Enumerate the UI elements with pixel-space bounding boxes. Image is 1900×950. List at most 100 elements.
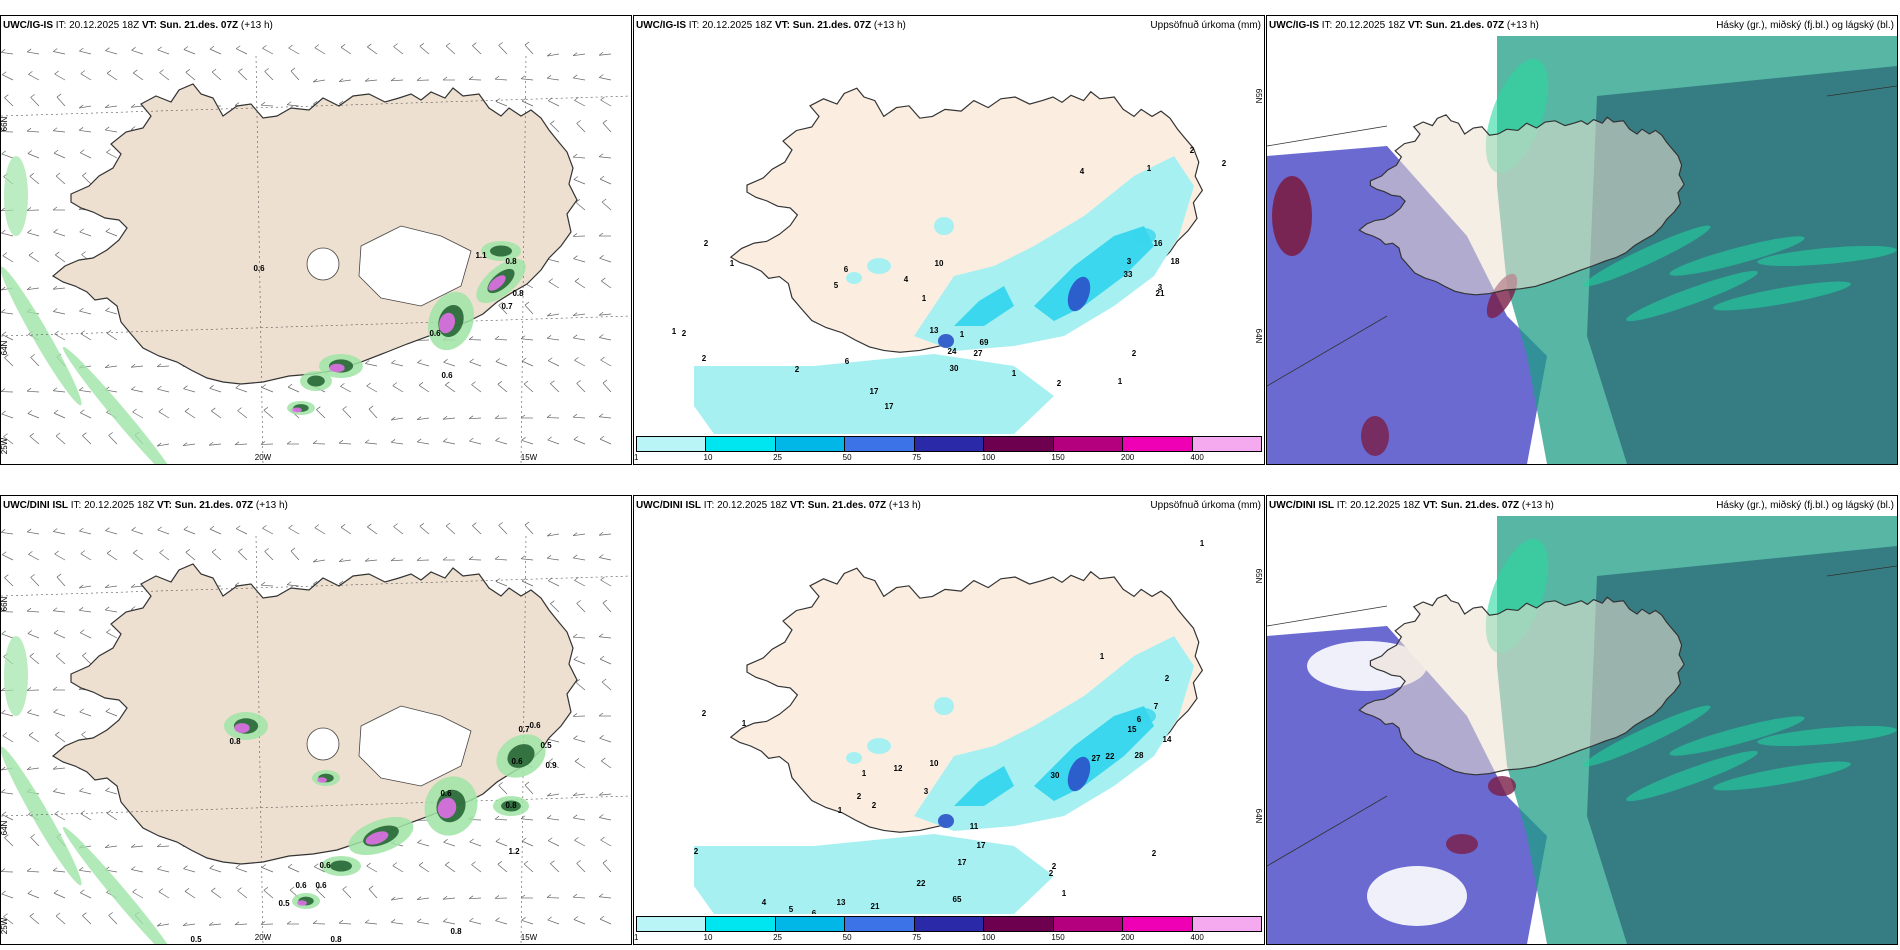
wind-barb-flag	[2, 811, 7, 816]
value-label: 15	[1128, 725, 1137, 734]
wind-barb	[3, 436, 14, 445]
wind-barb-flag	[238, 68, 243, 72]
wind-barb-flag	[263, 407, 269, 411]
wind-barb-flag	[28, 732, 34, 736]
wind-barb-flag	[598, 791, 604, 796]
wind-barb	[105, 129, 118, 133]
wind-barb-flag	[417, 839, 422, 843]
wind-barb	[4, 97, 14, 107]
wind-barb-flag	[523, 380, 529, 385]
wind-barb	[391, 921, 404, 925]
wind-barb-flag	[4, 834, 9, 838]
wind-barb-flag	[237, 887, 242, 891]
wind-barb-flag	[288, 524, 293, 529]
wind-barb	[237, 410, 248, 419]
precip-area	[938, 814, 954, 828]
wind-barb-flag	[495, 838, 501, 842]
wind-barb	[365, 559, 378, 562]
wind-barb	[576, 383, 586, 393]
wind-barb-flag	[547, 916, 552, 921]
colorbar-segment	[706, 917, 776, 931]
high-cloud-band	[1713, 281, 1851, 311]
panel-top-right: UWC/IG-IS IT: 20.12.2025 18Z VT: Sun. 21…	[1266, 15, 1898, 465]
wind-barb	[211, 551, 222, 561]
wind-barb	[547, 439, 560, 445]
wind-barb	[524, 304, 534, 315]
wind-barb	[574, 760, 586, 769]
wind-speed-patch	[365, 831, 389, 845]
wind-barb	[106, 152, 118, 159]
value-label: 1	[1147, 164, 1152, 173]
colorbar-segment	[775, 917, 846, 931]
panel-top-left: UWC/IG-IS IT: 20.12.2025 18Z VT: Sun. 21…	[0, 15, 632, 465]
wind-barb	[445, 864, 456, 873]
wind-barb	[417, 441, 430, 445]
wind-barb-flag	[494, 415, 500, 419]
wind-barb-flag	[260, 921, 266, 925]
wind-barb-flag	[157, 526, 162, 531]
wind-barb-flag	[469, 917, 474, 922]
wind-barb	[55, 435, 66, 445]
wind-barb	[2, 554, 14, 561]
wind-barb-flag	[312, 440, 318, 444]
wind-barb-flag	[364, 919, 370, 924]
wind-barb-flag	[133, 549, 138, 554]
wind-barb-flag	[55, 652, 61, 657]
wind-barb-flag	[157, 865, 162, 870]
wind-barb-flag	[312, 558, 318, 563]
wind-barb-flag	[52, 387, 58, 392]
map-title: Uppsöfnuð úrkoma (mm)	[1150, 500, 1261, 511]
latitude-label: 66N	[1, 596, 9, 611]
value-label: 4	[762, 898, 767, 907]
wind-barb-flag	[238, 548, 243, 552]
precip-area	[954, 766, 1014, 806]
wind-barb-flag	[131, 866, 136, 870]
wind-barb	[3, 916, 14, 925]
wind-speed-patch	[292, 407, 302, 413]
wind-barb-flag	[445, 861, 450, 866]
wind-barb-flag	[368, 885, 374, 890]
wind-barb	[575, 682, 586, 691]
wind-barb-flag	[53, 889, 59, 894]
wind-barb	[419, 46, 430, 55]
wind-barb-flag	[105, 228, 111, 232]
wind-barb-flag	[29, 433, 35, 437]
colorbar-label: 75	[912, 933, 922, 942]
wind-barb	[575, 202, 586, 211]
wind-barb	[79, 105, 92, 109]
wind-barb	[80, 412, 92, 419]
it-value: 20.12.2025 18Z	[69, 20, 140, 31]
value-label: 0.7	[501, 302, 513, 311]
wind-barb-flag	[599, 255, 604, 259]
wind-barb	[237, 890, 248, 899]
model-name: UWC/DINI ISL	[3, 500, 68, 511]
wind-barb	[105, 50, 118, 55]
wind-barb-flag	[575, 679, 581, 683]
wind-barb	[495, 558, 508, 561]
wind-barb-flag	[52, 607, 58, 612]
value-label: 1	[862, 769, 867, 778]
wind-barb-flag	[546, 312, 552, 317]
wind-speed-patch	[501, 800, 521, 812]
wind-barb-flag	[368, 405, 374, 410]
colorbar-label: 10	[703, 453, 713, 462]
wind-barb	[287, 584, 300, 587]
value-label: 0.8	[450, 927, 462, 936]
boundary-line	[1826, 85, 1897, 97]
wind-barb	[80, 632, 92, 639]
wind-barb	[105, 310, 118, 315]
wind-barb-flag	[157, 46, 162, 51]
graticule	[1, 55, 631, 464]
wind-barb	[601, 681, 612, 691]
vt-label: VT:	[1407, 20, 1423, 31]
wind-barb	[157, 923, 170, 927]
wind-barb	[547, 793, 560, 797]
wind-barb	[443, 441, 456, 445]
wind-barb	[548, 840, 560, 847]
wind-barb	[53, 231, 66, 237]
wind-barb-flag	[80, 409, 85, 414]
wind-barb	[53, 152, 66, 159]
wind-barb-flag	[27, 410, 33, 414]
value-label: 3	[1127, 257, 1132, 266]
wind-barb	[80, 553, 92, 561]
